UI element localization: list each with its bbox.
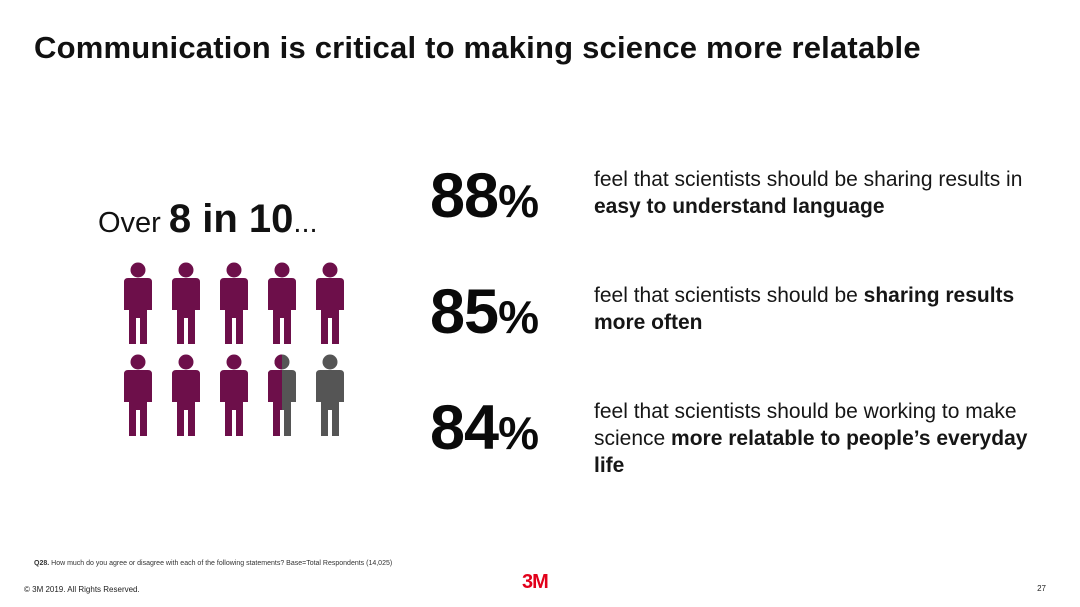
headline: Over 8 in 10... xyxy=(98,197,318,242)
brand-logo: 3M xyxy=(522,571,549,593)
person-icon xyxy=(124,354,152,436)
stat-percent-1: 88% xyxy=(430,161,539,231)
stat-description-1: feel that scientists should be sharing r… xyxy=(594,166,1034,220)
stat-text-run: more relatable to people’s everyday life xyxy=(594,427,1028,477)
stat-text-run: feel that scientists should be working t… xyxy=(594,400,1017,450)
headline-prefix: Over xyxy=(98,207,169,239)
copyright: © 3M 2019. All Rights Reserved. xyxy=(24,585,140,594)
headline-suffix: ... xyxy=(293,207,318,239)
person-icon xyxy=(124,262,152,344)
stat-row-1: 88% feel that scientists should be shari… xyxy=(430,161,1034,231)
person-icon xyxy=(268,354,296,436)
stat-row-3: 84% feel that scientists should be worki… xyxy=(430,393,1034,479)
stat-percent-2: 85% xyxy=(430,277,539,347)
stat-text-run: feel that scientists should be xyxy=(594,284,864,307)
stat-description-3: feel that scientists should be working t… xyxy=(594,398,1034,479)
person-icon xyxy=(316,262,344,344)
footnote: Q28. How much do you agree or disagree w… xyxy=(34,560,393,567)
person-icon xyxy=(268,262,296,344)
page-number: 27 xyxy=(1037,584,1046,593)
person-icon xyxy=(220,262,248,344)
stat-text-run: feel that scientists should be sharing r… xyxy=(594,168,1023,191)
person-icon xyxy=(172,354,200,436)
stat-text-run: easy to understand language xyxy=(594,195,885,218)
slide-title: Communication is critical to making scie… xyxy=(34,30,921,65)
headline-emphasis: 8 in 10 xyxy=(168,197,294,241)
person-icon xyxy=(220,354,248,436)
stat-text-run: sharing results more often xyxy=(594,284,1015,334)
people-icon-grid xyxy=(118,262,368,442)
stat-row-2: 85% feel that scientists should be shari… xyxy=(430,277,1034,347)
stat-description-2: feel that scientists should be sharing r… xyxy=(594,282,1034,336)
person-icon xyxy=(172,262,200,344)
person-icon xyxy=(316,354,344,436)
stat-percent-3: 84% xyxy=(430,393,539,463)
